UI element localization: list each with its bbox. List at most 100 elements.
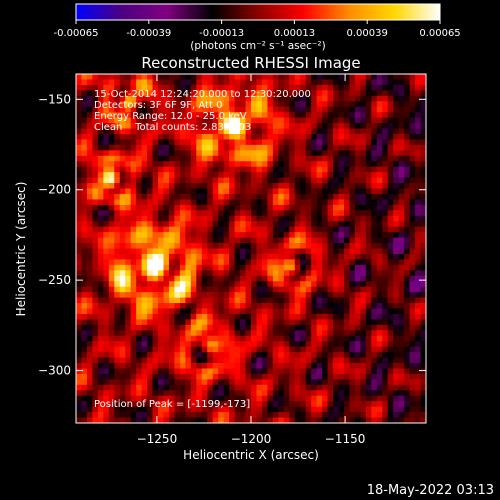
heatmap-cell	[404, 155, 410, 162]
heatmap-cell	[251, 74, 257, 80]
heatmap-cell	[311, 275, 318, 282]
heatmap-cell	[261, 74, 268, 80]
heatmap-cell	[382, 90, 389, 97]
heatmap-cell	[322, 335, 328, 342]
heatmap-cell	[267, 161, 274, 168]
heatmap-cell	[420, 275, 426, 282]
heatmap-cell	[174, 352, 181, 358]
heatmap-cell	[354, 215, 361, 222]
heatmap-cell	[136, 226, 143, 233]
heatmap-cell	[218, 183, 225, 189]
heatmap-cell	[278, 313, 285, 320]
heatmap-cell	[81, 74, 88, 80]
heatmap-cell	[404, 128, 410, 135]
chart-title: Reconstructed RHESSI Image	[141, 54, 360, 72]
colorbar-units-label: (photons cm⁻² s⁻¹ asec⁻²)	[190, 40, 325, 52]
heatmap-cell	[404, 74, 410, 80]
heatmap-cell	[97, 264, 104, 271]
heatmap-cell	[179, 155, 186, 162]
heatmap-cell	[398, 188, 405, 195]
heatmap-cell	[289, 128, 296, 135]
heatmap-cell	[261, 275, 268, 282]
heatmap-cell	[201, 90, 208, 97]
heatmap-cell	[251, 210, 257, 217]
heatmap-cell	[376, 112, 383, 119]
heatmap-cell	[229, 259, 235, 266]
heatmap-cell	[376, 215, 383, 222]
heatmap-cell	[158, 324, 164, 331]
heatmap-cell	[360, 188, 367, 195]
heatmap-cell	[316, 357, 323, 364]
heatmap-cell	[305, 341, 312, 348]
heatmap-cell	[420, 335, 426, 342]
heatmap-cell	[114, 368, 121, 375]
heatmap-cell	[338, 324, 345, 331]
heatmap-cell	[343, 144, 350, 151]
heatmap-cell	[272, 84, 279, 91]
heatmap-cell	[207, 357, 214, 364]
heatmap-cell	[382, 226, 389, 233]
heatmap-cell	[294, 150, 301, 157]
heatmap-cell	[179, 324, 186, 331]
heatmap-cell	[114, 204, 121, 211]
heatmap-cell	[338, 390, 345, 397]
heatmap-cell	[130, 106, 137, 113]
heatmap-cell	[267, 139, 274, 146]
heatmap-cell	[300, 395, 307, 402]
heatmap-cell	[196, 243, 203, 249]
heatmap-cell	[289, 379, 296, 386]
heatmap-cell	[185, 292, 192, 298]
heatmap-cell	[409, 330, 416, 337]
heatmap-cell	[196, 183, 203, 189]
heatmap-cell	[333, 177, 339, 184]
heatmap-cell	[338, 133, 345, 140]
heatmap-cell	[354, 373, 361, 380]
heatmap-cell	[185, 177, 192, 184]
heatmap-cell	[76, 84, 82, 91]
heatmap-cell	[289, 275, 296, 282]
heatmap-cell	[261, 112, 268, 119]
heatmap-cell	[76, 215, 82, 222]
heatmap-cell	[393, 199, 400, 206]
heatmap-cell	[354, 172, 361, 179]
heatmap-cell	[119, 253, 126, 260]
heatmap-cell	[305, 352, 312, 358]
heatmap-cell	[333, 79, 339, 86]
heatmap-cell	[114, 101, 121, 108]
heatmap-cell	[267, 112, 274, 119]
heatmap-cell	[256, 172, 263, 179]
heatmap-cell	[420, 243, 426, 249]
heatmap-cell	[300, 155, 307, 162]
heatmap-cell	[185, 281, 192, 288]
heatmap-cell	[234, 155, 241, 162]
heatmap-cell	[196, 275, 203, 282]
heatmap-cell	[398, 155, 405, 162]
heatmap-cell	[185, 341, 192, 348]
heatmap-cell	[92, 128, 99, 135]
heatmap-cell	[349, 286, 356, 293]
heatmap-cell	[343, 204, 350, 211]
heatmap-cell	[371, 221, 378, 228]
heatmap-cell	[338, 74, 345, 80]
heatmap-cell	[322, 357, 328, 364]
heatmap-cell	[97, 101, 104, 108]
heatmap-cell	[305, 384, 312, 391]
heatmap-cell	[179, 406, 186, 413]
heatmap-cell	[168, 166, 175, 173]
heatmap-cell	[229, 275, 235, 282]
heatmap-cell	[97, 412, 104, 418]
heatmap-cell	[327, 297, 334, 304]
heatmap-cell	[168, 237, 175, 244]
heatmap-cell	[147, 313, 153, 320]
heatmap-cell	[81, 95, 88, 102]
heatmap-cell	[240, 74, 246, 80]
heatmap-cell	[174, 221, 181, 228]
heatmap-cell	[168, 95, 175, 102]
heatmap-cell	[196, 308, 203, 315]
heatmap-cell	[289, 335, 296, 342]
heatmap-cell	[234, 253, 241, 260]
heatmap-cell	[196, 324, 203, 331]
heatmap-cell	[365, 292, 372, 298]
heatmap-cell	[136, 379, 143, 386]
heatmap-cell	[147, 297, 153, 304]
